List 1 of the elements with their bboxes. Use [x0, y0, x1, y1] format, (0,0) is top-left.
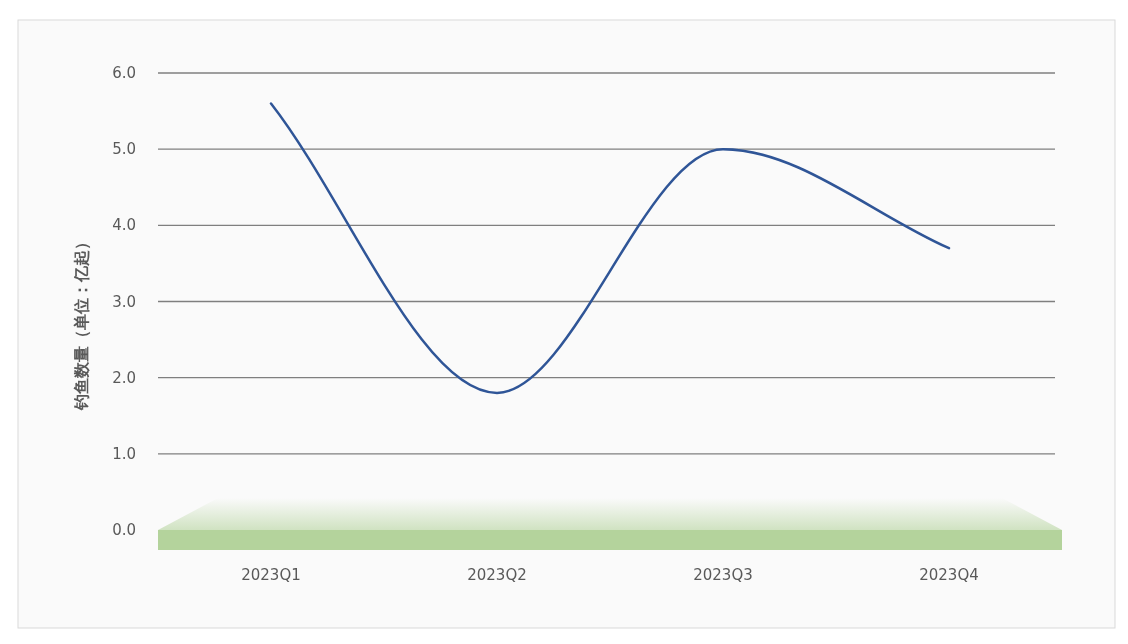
y-axis-title: 钓鱼数量（单位：亿起） [72, 233, 91, 411]
